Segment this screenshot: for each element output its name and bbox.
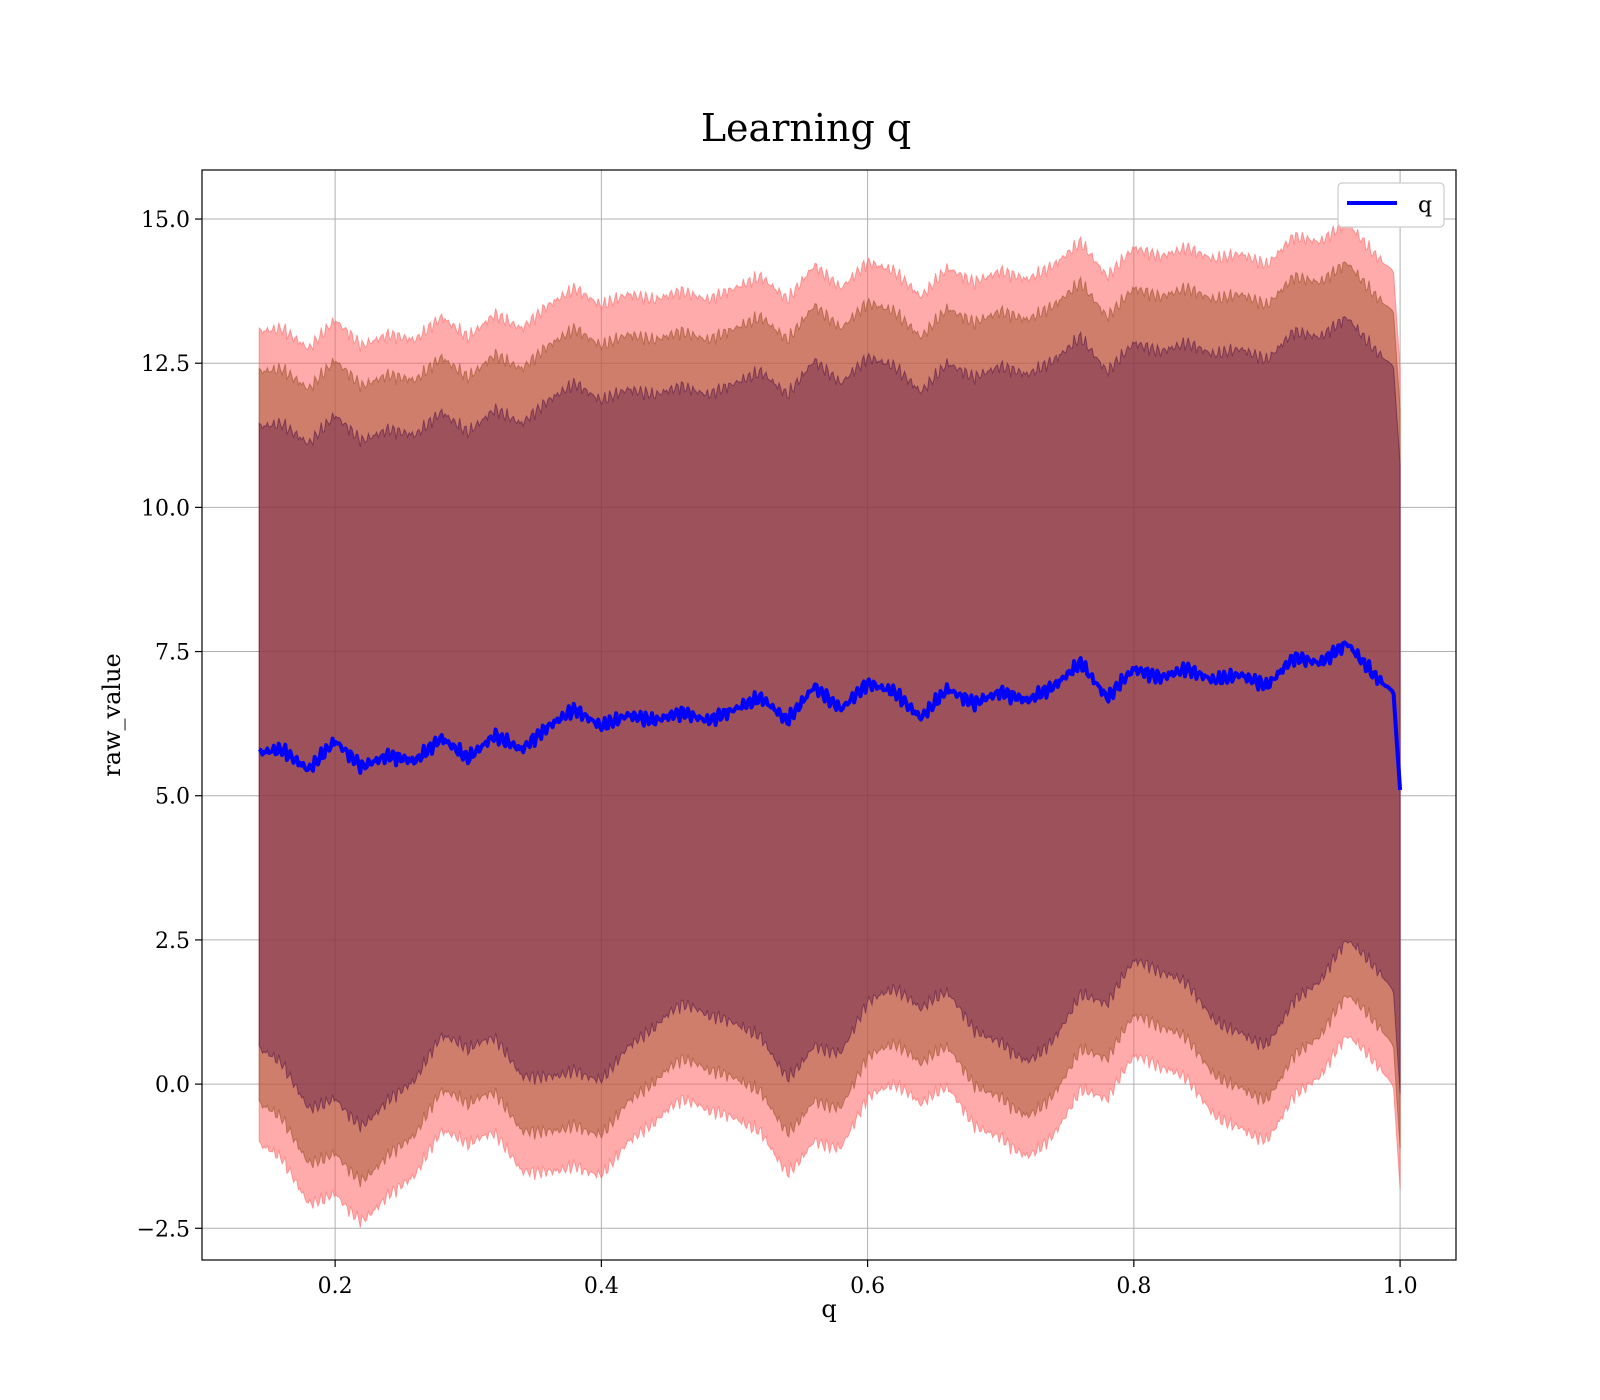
y-tick-label: 5.0: [155, 785, 190, 810]
band-inner: [258, 315, 1401, 1133]
x-tick-label: 0.8: [1116, 1274, 1151, 1299]
y-tick-label: −2.5: [137, 1217, 190, 1242]
y-tick-label: 15.0: [141, 208, 190, 233]
y-tick-label: 2.5: [155, 929, 190, 954]
chart-title: Learning q: [701, 106, 911, 150]
legend: q: [1337, 182, 1445, 228]
plot-frame: [201, 169, 1457, 1261]
series-line-q: [257, 640, 1403, 791]
y-tick-label: 12.5: [141, 352, 190, 377]
y-tick-label: 0.0: [155, 1073, 190, 1098]
legend-label-q: q: [1418, 193, 1432, 218]
x-axis-label: q: [821, 1295, 836, 1323]
series-lines: [257, 640, 1403, 791]
x-tick-label: 1.0: [1383, 1274, 1418, 1299]
y-tick-label: 7.5: [155, 641, 190, 666]
x-tick-label: 0.2: [318, 1274, 353, 1299]
x-axis-ticks: 0.2 0.4 0.6 0.8 1.0: [318, 1260, 1418, 1299]
y-axis-label: raw_value: [98, 653, 126, 777]
y-axis-ticks: −2.5 0.0 2.5 5.0 7.5 10.0 12.5 15.0: [137, 208, 202, 1242]
confidence-bands: [258, 220, 1401, 1228]
y-tick-label: 10.0: [141, 496, 190, 521]
x-tick-label: 0.6: [850, 1274, 885, 1299]
band-middle: [258, 261, 1401, 1188]
x-tick-label: 0.4: [584, 1274, 619, 1299]
